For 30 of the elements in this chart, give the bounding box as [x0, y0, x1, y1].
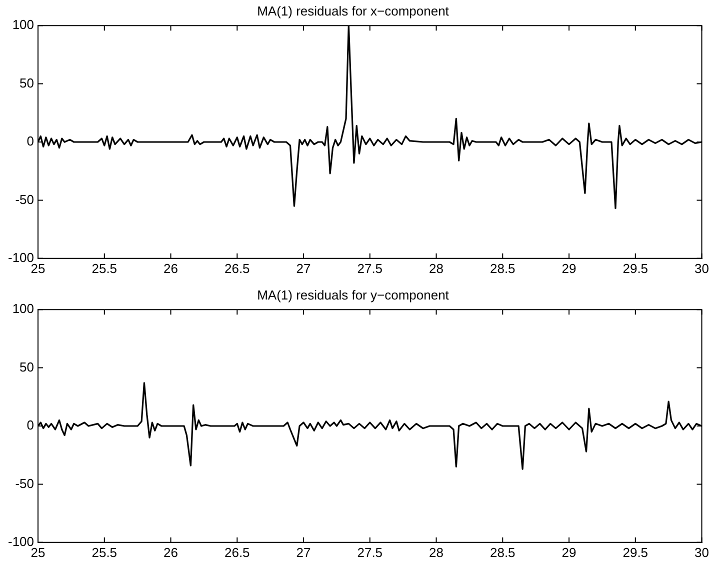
x-tick-label: 30: [694, 260, 710, 276]
y-tick-label: 50: [20, 359, 34, 374]
x-tick-label: 28: [429, 260, 444, 276]
x-tick-label: 26.5: [224, 544, 250, 560]
x-tick-label: 25.5: [92, 544, 118, 560]
x-tick-label: 28.5: [490, 544, 516, 560]
x-tick-label: 30: [694, 544, 710, 560]
x-tick-label: 28.5: [490, 260, 516, 276]
x-tick-label: 28: [429, 544, 444, 560]
x-tick-label: 29.5: [622, 260, 648, 276]
chart-title: MA(1) residuals for y−component: [257, 287, 450, 302]
y-tick-label: 100: [12, 301, 34, 316]
x-tick-label: 29: [562, 260, 576, 276]
x-tick-label: 26: [164, 260, 178, 276]
x-tick-label: 27: [296, 260, 311, 276]
y-tick-label: -50: [15, 192, 34, 207]
y-tick-label: 50: [20, 75, 34, 90]
x-tick-label: 27.5: [357, 544, 383, 560]
x-tick-label: 27: [296, 544, 311, 560]
y-tick-label: -50: [15, 476, 34, 491]
x-tick-label: 26.5: [224, 260, 250, 276]
y-tick-label: 100: [12, 17, 34, 32]
x-tick-label: 26: [164, 544, 178, 560]
x-tick-label: 27.5: [357, 260, 383, 276]
y-tick-label: 0: [26, 134, 34, 149]
x-tick-label: 29: [562, 544, 576, 560]
y-tick-label: 0: [26, 418, 34, 433]
x-tick-label: 25.5: [92, 260, 118, 276]
chart-title: MA(1) residuals for x−component: [257, 3, 450, 18]
x-tick-label: 29.5: [622, 544, 648, 560]
